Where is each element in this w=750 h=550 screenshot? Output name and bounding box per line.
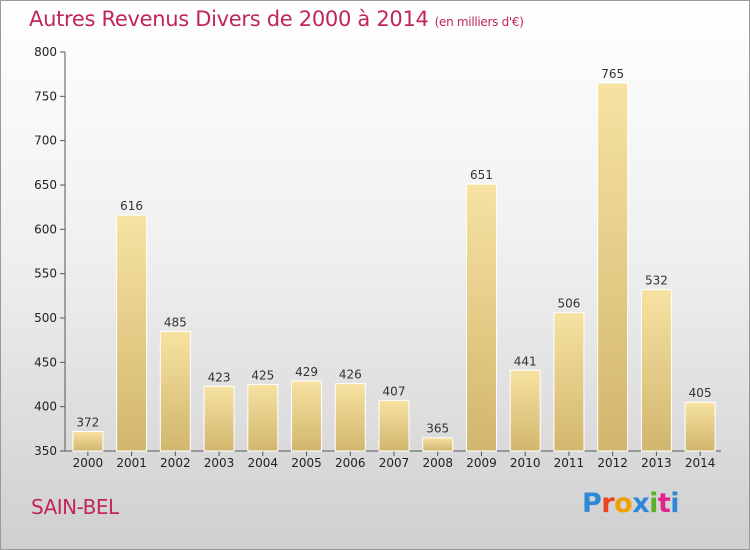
title-text: Autres Revenus Divers de 2000 à 2014 — [29, 7, 429, 31]
y-tick-label: 600 — [34, 222, 57, 236]
value-label: 425 — [251, 369, 274, 383]
value-label: 372 — [76, 415, 99, 429]
y-tick-label: 350 — [34, 444, 57, 458]
y-tick-label: 650 — [34, 178, 57, 192]
value-label: 426 — [339, 368, 362, 382]
x-tick-label: 2012 — [597, 456, 628, 470]
x-tick-label: 2011 — [554, 456, 585, 470]
value-label: 485 — [164, 315, 187, 329]
logo-letter: P — [582, 488, 602, 519]
x-tick-label: 2003 — [204, 456, 235, 470]
logo-letter: o — [614, 488, 633, 519]
y-tick-label: 500 — [34, 311, 57, 325]
logo-letter: t — [657, 488, 671, 519]
value-label: 532 — [645, 274, 668, 288]
bar — [553, 312, 585, 452]
bar — [684, 401, 716, 452]
x-tick-label: 2008 — [422, 456, 453, 470]
value-label: 765 — [601, 67, 624, 81]
bar — [72, 430, 104, 452]
x-tick-label: 2006 — [335, 456, 366, 470]
proxiti-logo: Proxiti — [582, 488, 680, 519]
place-name: SAIN-BEL — [31, 495, 119, 519]
bar — [116, 214, 148, 452]
y-tick-label: 550 — [34, 267, 57, 281]
bar — [378, 399, 410, 452]
value-label: 441 — [514, 354, 537, 368]
title-unit: (en milliers d'€) — [434, 15, 524, 29]
x-tick-label: 2004 — [248, 456, 279, 470]
bar — [465, 183, 497, 452]
value-label: 616 — [120, 199, 143, 213]
x-tick-label: 2014 — [685, 456, 716, 470]
x-tick-label: 2010 — [510, 456, 541, 470]
value-label: 506 — [557, 297, 580, 311]
x-axis: 2000 2001 2002 2003 2004 2005 2006 2007 2008 2009… — [65, 450, 721, 470]
x-tick-label: 2005 — [291, 456, 322, 470]
bar — [247, 384, 279, 452]
bars — [72, 82, 716, 452]
value-label: 423 — [208, 370, 231, 384]
y-tick-label: 700 — [34, 134, 57, 148]
value-labels: 372 616 485 423 425 429 426 407 365 651 441 506 765 5… — [76, 67, 711, 436]
y-tick-label: 450 — [34, 355, 57, 369]
value-label: 365 — [426, 422, 449, 436]
logo-letter: i — [649, 488, 658, 519]
y-tick-label: 800 — [34, 45, 57, 59]
value-label: 405 — [689, 386, 712, 400]
y-axis: 350 400 450 500 550 600 650 700 750 800 — [34, 45, 66, 458]
x-tick-label: 2002 — [160, 456, 191, 470]
chart-title: Autres Revenus Divers de 2000 à 2014 (en … — [29, 7, 524, 31]
x-tick-label: 2009 — [466, 456, 497, 470]
logo-letter: x — [632, 488, 650, 519]
value-label: 407 — [383, 384, 406, 398]
bar — [291, 380, 323, 452]
x-tick-label: 2007 — [379, 456, 410, 470]
bar — [597, 82, 629, 452]
x-tick-label: 2000 — [73, 456, 104, 470]
logo-letter: r — [601, 488, 615, 519]
logo-letter: i — [670, 488, 680, 519]
y-tick-label: 400 — [34, 400, 57, 414]
bar — [509, 369, 541, 452]
x-tick-label: 2013 — [641, 456, 672, 470]
value-label: 651 — [470, 168, 493, 182]
bar — [334, 383, 366, 452]
x-tick-label: 2001 — [116, 456, 147, 470]
bar — [640, 289, 672, 452]
bar — [203, 385, 235, 452]
value-label: 429 — [295, 365, 318, 379]
bar — [159, 330, 191, 452]
bar — [422, 437, 454, 452]
y-tick-label: 750 — [34, 89, 57, 103]
